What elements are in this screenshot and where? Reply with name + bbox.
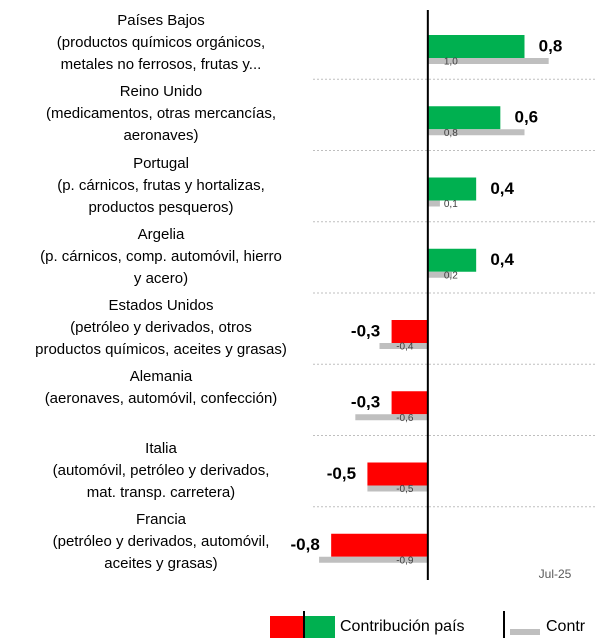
category-label: Estados Unidos (petróleo y derivados, ot… — [35, 297, 287, 358]
bar-previous — [427, 200, 440, 207]
bar-previous — [427, 58, 549, 64]
bar-previous — [367, 485, 428, 492]
previous-value-label: -0,6 — [396, 413, 414, 424]
value-label: 0,6 — [515, 108, 539, 127]
legend-swatch-negative — [270, 616, 303, 638]
value-label: 0,4 — [490, 179, 514, 198]
value-label: 0,4 — [490, 250, 514, 269]
bar-previous — [355, 414, 428, 421]
category-text: Argelia (p. cárnicos, comp. automóvil, h… — [40, 225, 282, 287]
category-text: Alemania (aeronaves, automóvil, confecci… — [44, 368, 278, 408]
bar-previous — [427, 271, 452, 278]
previous-value-label: -0,4 — [396, 342, 414, 353]
category-label: Reino Unido (medicamentos, otras mercanc… — [45, 83, 277, 145]
legend-swatch — [303, 616, 335, 638]
annotation: Jul-25 — [539, 567, 572, 581]
category-text: Reino Unido (medicamentos, otras mercanc… — [45, 83, 277, 145]
bar — [427, 177, 477, 201]
legend-label: Contribución país — [340, 618, 465, 635]
category-text: Países Bajos (productos químicos orgánic… — [56, 12, 266, 73]
bar — [427, 35, 525, 58]
value-label: -0,8 — [291, 535, 320, 554]
category-label: Portugal (p. cárnicos, frutas y hortaliz… — [57, 154, 265, 216]
value-label: -0,3 — [351, 393, 380, 412]
bar — [391, 391, 428, 415]
previous-value-label: -0,5 — [396, 484, 414, 495]
category-label: Argelia (p. cárnicos, comp. automóvil, h… — [40, 225, 282, 287]
value-label: -0,3 — [351, 321, 380, 340]
value-label: -0,5 — [327, 464, 356, 483]
legend-label: Contr — [546, 618, 586, 635]
category-text: Italia (automóvil, petróleo y derivados,… — [52, 439, 270, 501]
bar-previous — [379, 343, 428, 349]
previous-value-label: 0,1 — [444, 199, 458, 210]
previous-value-label: -0,9 — [396, 555, 414, 566]
previous-value-label: 0,8 — [444, 128, 458, 139]
category-label: Italia (automóvil, petróleo y derivados,… — [52, 439, 270, 501]
bar — [367, 462, 428, 486]
bar — [427, 248, 477, 272]
category-label: Países Bajos (productos químicos orgánic… — [56, 12, 266, 73]
legend-swatch — [510, 629, 540, 635]
bar — [427, 106, 501, 130]
category-text: Portugal (p. cárnicos, frutas y hortaliz… — [57, 154, 265, 216]
value-label: 0,8 — [539, 36, 563, 55]
category-label: Alemania (aeronaves, automóvil, confecci… — [44, 368, 278, 408]
bar — [331, 533, 428, 557]
previous-value-label: 0,2 — [444, 270, 458, 281]
bar — [391, 320, 428, 343]
bar-previous — [427, 129, 525, 136]
category-text: Estados Unidos (petróleo y derivados, ot… — [35, 297, 287, 358]
category-label: Francia (petróleo y derivados, automóvil… — [52, 510, 270, 572]
bar-previous — [319, 556, 428, 563]
previous-value-label: 1,0 — [444, 57, 458, 68]
category-text: Francia (petróleo y derivados, automóvil… — [52, 510, 270, 572]
